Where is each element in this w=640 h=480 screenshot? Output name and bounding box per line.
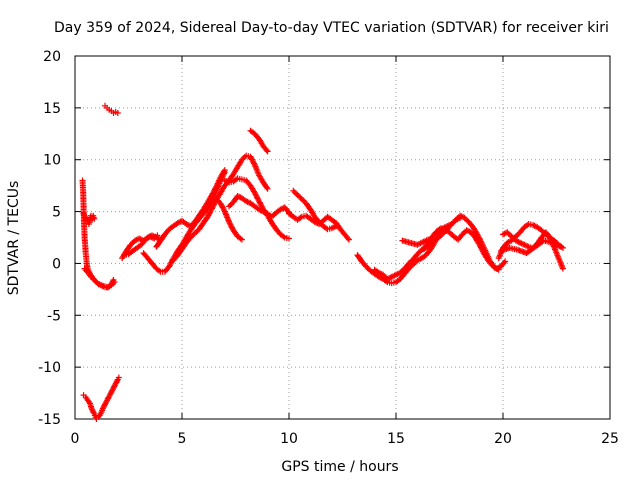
x-axis-label: GPS time / hours [281,459,398,475]
y-tick-label: 5 [52,205,61,221]
series-s18 [371,212,502,282]
series-s13 [226,193,292,220]
x-tick-label: 20 [494,431,512,447]
series-marks [247,127,271,155]
data-points [79,102,566,422]
y-tick-label: -15 [38,412,61,428]
series-s5 [80,374,122,422]
series-marks [286,210,352,243]
series-marks [102,102,121,116]
y-tick-label: 15 [43,101,61,117]
series-s16 [290,187,340,233]
series-s23 [497,237,564,257]
series-s14 [247,127,271,155]
series-marks [226,193,292,220]
x-tick-label: 5 [178,431,187,447]
series-marks [81,265,118,291]
series-marks [209,193,245,243]
x-tick-label: 0 [71,431,80,447]
plot-frame [74,55,611,420]
series-s17 [354,214,464,287]
series-s2 [80,210,98,227]
x-tick-label: 15 [387,431,405,447]
series-s15 [286,210,352,243]
tick-labels: 0 5 10 15 20 25 -15 -10 -5 0 5 10 15 20 [38,49,619,447]
chart-title: Day 359 of 2024, Sidereal Day-to-day VTE… [54,20,609,36]
grid-lines [75,56,610,419]
series-marks [121,232,161,259]
x-tick-label: 25 [601,431,619,447]
series-s12 [209,193,245,243]
series-marks [79,177,117,291]
series-s1 [79,177,117,291]
y-axis-label: SDTVAR / TECUs [6,181,22,296]
series-s3 [81,265,118,291]
y-tick-label: 10 [43,153,61,169]
series-marks [290,187,340,233]
series-s7 [121,232,161,259]
series-marks [399,236,432,248]
x-tick-label: 10 [280,431,298,447]
series-marks [153,167,228,250]
series-s20 [399,236,432,248]
y-tick-label: 20 [43,49,61,65]
y-tick-label: -10 [38,360,61,376]
series-s4 [102,102,121,116]
series-s9 [153,167,228,250]
series-marks [497,237,564,257]
y-tick-label: 0 [52,256,61,272]
series-marks [80,374,122,422]
series-marks [354,214,464,287]
series-marks [371,212,502,282]
axis-ticks [74,55,611,420]
series-marks [80,210,98,227]
y-tick-label: -5 [47,308,61,324]
